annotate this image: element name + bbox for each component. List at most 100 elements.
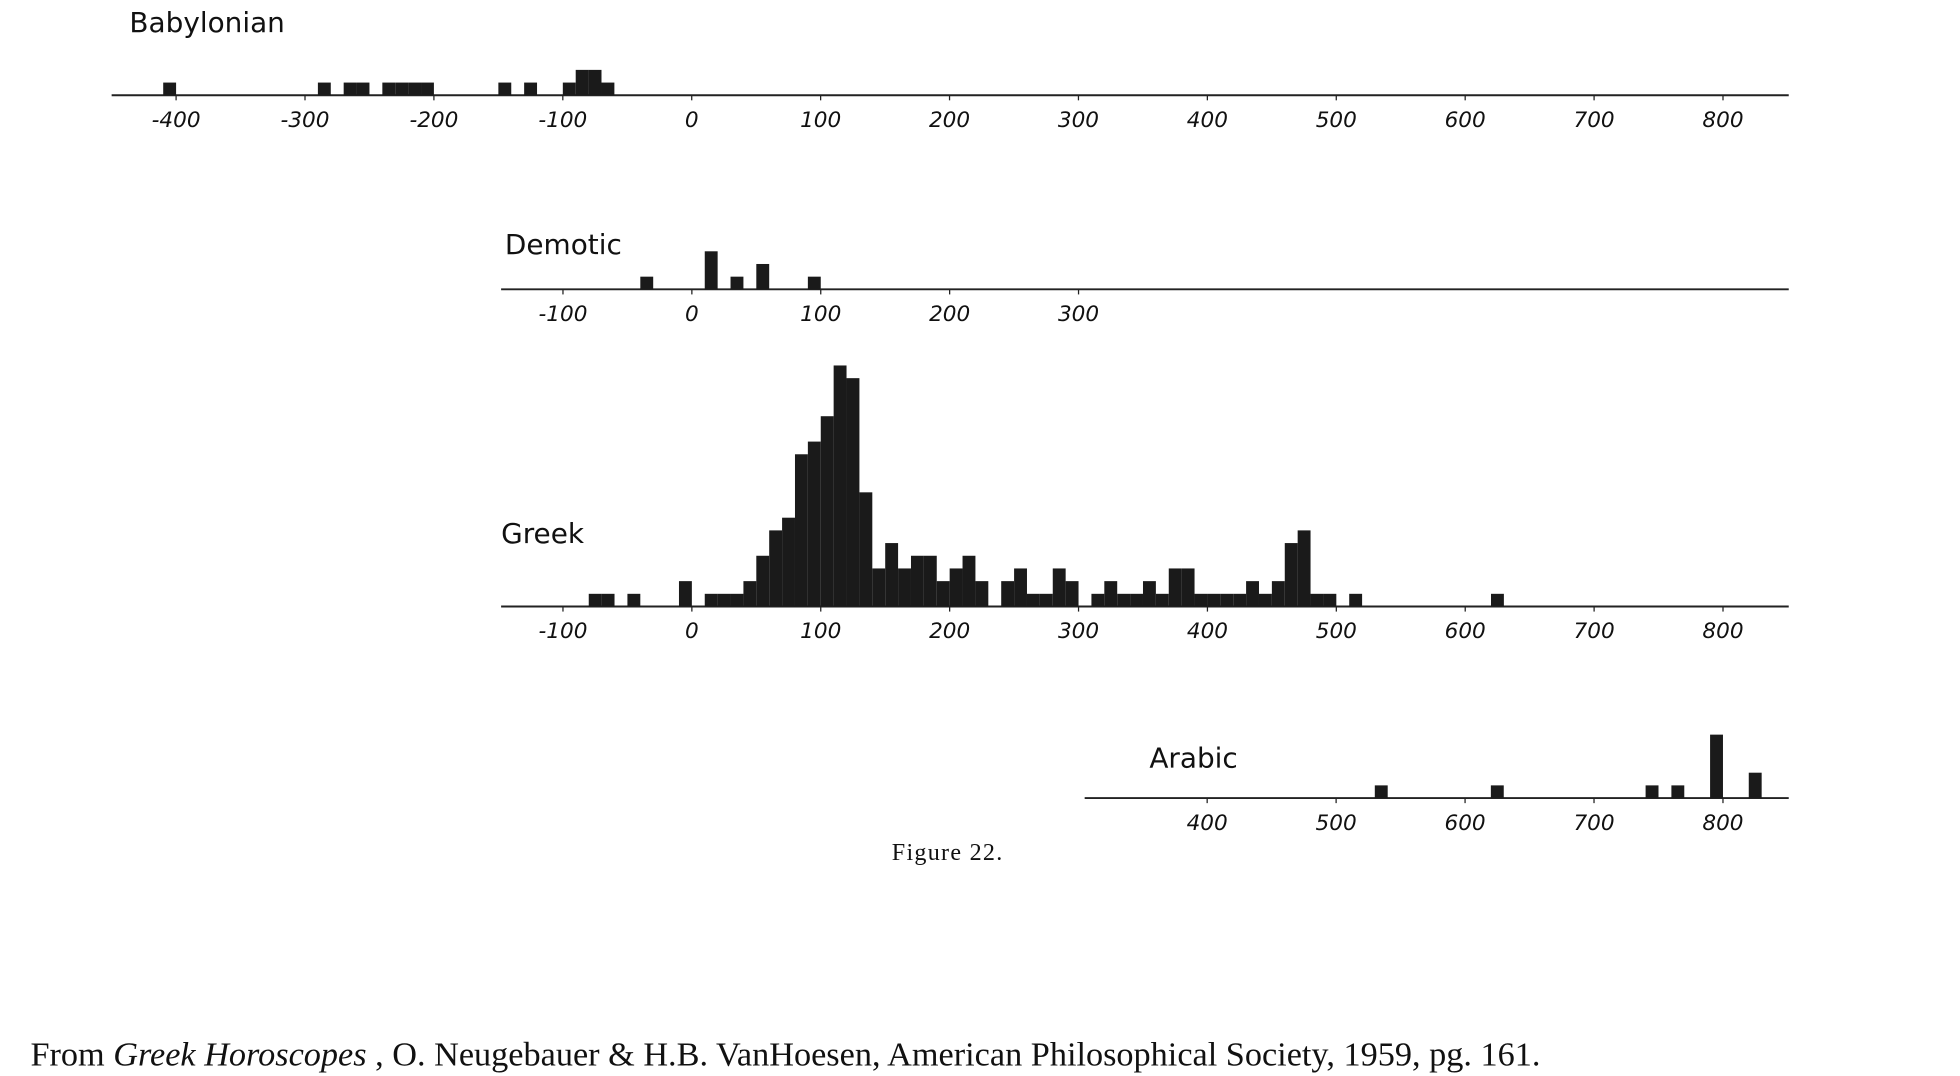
bar [640,276,654,290]
bar [859,492,873,607]
x-tick-label: 800 [1702,108,1743,133]
bar [343,82,357,96]
bar [601,82,615,96]
bar [356,82,370,96]
bar [1490,593,1504,607]
bar [872,568,886,607]
bar [601,593,615,607]
bar [730,276,744,290]
x-tick-label: 0 [685,619,699,644]
bar [1323,593,1337,607]
bar [1671,785,1685,799]
source-line: From Greek Horoscopes , O. Neugebauer & … [30,1036,1540,1074]
chart-title: Arabic [1149,742,1237,775]
figure-caption: Figure 22. [892,840,1004,866]
bar [910,555,924,607]
bar [743,581,757,607]
bar [1246,581,1259,607]
bar [1220,593,1234,607]
x-tick-label: 200 [929,108,970,133]
x-tick-label: 300 [1058,619,1099,644]
source-prefix: From [30,1036,105,1074]
x-tick-label: 100 [800,302,841,327]
bar [1181,568,1195,607]
x-tick-label: -400 [152,108,201,133]
x-tick-label: 400 [1187,619,1228,644]
bar [1052,568,1066,607]
x-tick-label: 300 [1058,302,1099,327]
bar [782,517,795,607]
bar [1014,568,1027,607]
bar [923,555,937,607]
bar [678,581,692,607]
x-tick-label: 700 [1574,108,1615,133]
bar [1710,734,1723,799]
bar [1284,543,1298,607]
bar [163,82,177,96]
bar [1026,593,1040,607]
bar [1130,593,1143,607]
bar [704,251,718,290]
bar [1233,593,1247,607]
bar [1104,581,1118,607]
x-tick-label: 400 [1187,811,1228,836]
x-tick-label: -300 [281,108,330,133]
chart-title: Babylonian [129,6,284,39]
bar [1349,593,1363,607]
bar [588,593,602,607]
x-tick-label: 600 [1445,619,1486,644]
bar [730,593,744,607]
x-tick-label: 500 [1316,108,1357,133]
bar [1117,593,1131,607]
bar [717,593,731,607]
chart-title: Greek [501,517,585,550]
bar [575,69,589,96]
x-tick-label: 100 [800,108,841,133]
bar [1374,785,1388,799]
bar [936,581,950,607]
bar [382,82,396,96]
bar [1490,785,1504,799]
bar [807,441,821,607]
x-tick-label: 100 [800,619,841,644]
bar [1039,593,1053,607]
x-tick-label: 200 [929,302,970,327]
x-tick-label: -100 [539,302,588,327]
bar [885,543,899,607]
bar [1271,581,1285,607]
x-tick-label: -100 [539,619,588,644]
bar [833,365,847,607]
x-tick-label: 300 [1058,108,1099,133]
bar [756,555,770,607]
bar [395,82,409,96]
bar [949,568,963,607]
bar [704,593,718,607]
bar [524,82,538,96]
x-tick-label: 600 [1444,811,1485,836]
bar [820,416,834,607]
source-rest: , O. Neugebauer & H.B. VanHoesen, Americ… [375,1036,1540,1074]
bar [1310,593,1324,607]
bar [562,82,576,96]
bar [769,530,783,607]
bar [498,82,512,96]
bar [1168,568,1182,607]
x-tick-label: 600 [1445,108,1486,133]
x-tick-label: -100 [538,108,587,133]
bar [627,593,641,607]
bar [1065,581,1079,607]
x-tick-label: 400 [1187,108,1228,133]
bar [1207,593,1221,607]
bar [1155,593,1169,607]
x-tick-label: 700 [1573,811,1614,836]
x-tick-label: 700 [1574,619,1615,644]
x-tick-label: 0 [685,302,699,327]
bar [317,82,331,96]
x-tick-label: 500 [1316,811,1357,836]
bar [1194,593,1208,607]
x-tick-label: 800 [1702,811,1743,836]
bar [756,263,770,290]
bar [588,69,602,96]
x-tick-label: 200 [929,619,970,644]
